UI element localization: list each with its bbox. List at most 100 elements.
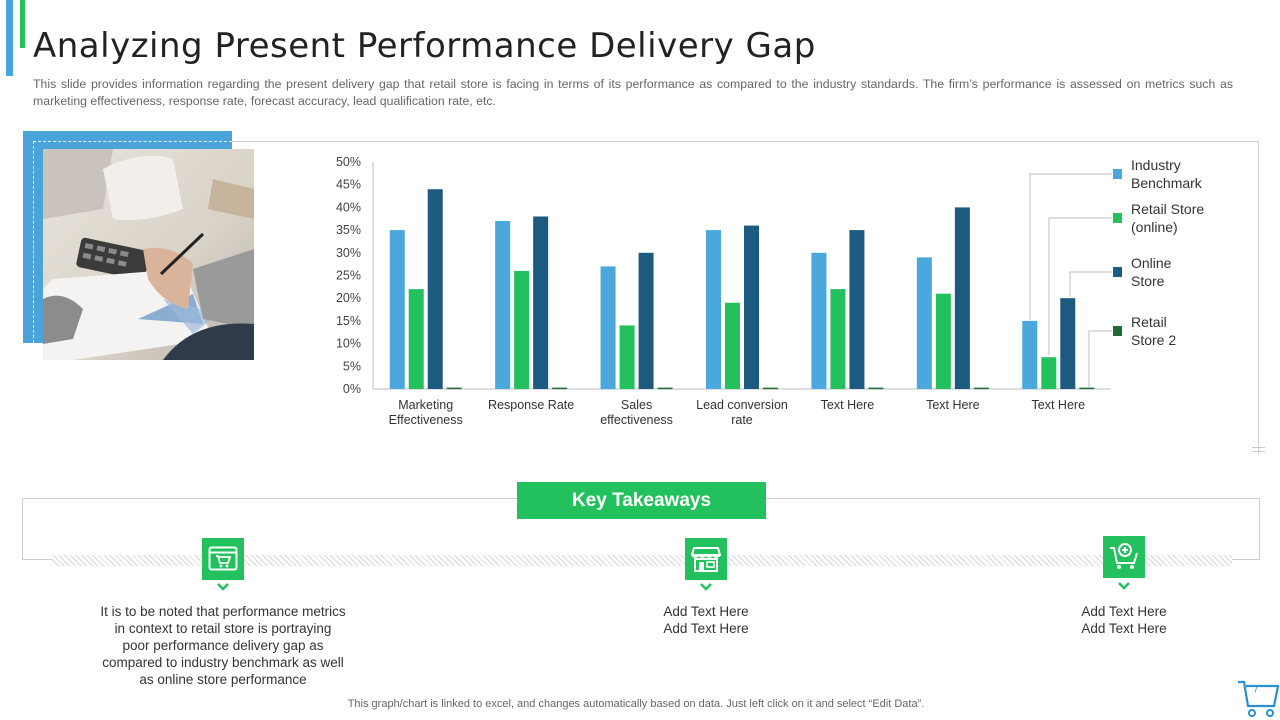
bar bbox=[868, 387, 884, 390]
legend-label: Retail bbox=[1131, 314, 1167, 330]
legend-label: Retail Store bbox=[1131, 201, 1204, 217]
legend-label: Store 2 bbox=[1131, 332, 1176, 348]
bar bbox=[811, 252, 827, 389]
page-number: 7 bbox=[1253, 684, 1259, 695]
x-tick-label: Sales bbox=[621, 398, 652, 412]
x-tick-label: rate bbox=[731, 413, 753, 427]
storefront-icon bbox=[691, 547, 721, 572]
bar bbox=[533, 216, 549, 389]
slide-title[interactable]: Analyzing Present Performance Delivery G… bbox=[33, 26, 816, 66]
takeaway-line: Add Text Here bbox=[1081, 604, 1167, 619]
bar bbox=[916, 257, 932, 389]
takeaway-icon-3[interactable] bbox=[1103, 536, 1145, 578]
photo-dashed-border bbox=[33, 141, 232, 343]
y-tick-label: 15% bbox=[336, 314, 361, 328]
x-tick-label: effectiveness bbox=[600, 413, 673, 427]
takeaway-line: in context to retail store is portraying bbox=[114, 621, 332, 636]
y-tick-label: 20% bbox=[336, 291, 361, 305]
x-tick-label: Text Here bbox=[926, 398, 980, 412]
y-tick-label: 35% bbox=[336, 223, 361, 237]
bar bbox=[638, 252, 654, 389]
bar bbox=[744, 225, 759, 389]
takeaway-line: as online store performance bbox=[139, 672, 307, 687]
x-tick-label: Lead conversion bbox=[696, 398, 788, 412]
bar bbox=[725, 302, 740, 389]
legend-label: Store bbox=[1131, 273, 1165, 289]
takeaway-line: poor performance delivery gap as bbox=[122, 638, 324, 653]
legend-label: Online bbox=[1131, 255, 1172, 271]
key-takeaways-banner[interactable]: Key Takeaways bbox=[517, 482, 766, 519]
x-tick-label: Effectiveness bbox=[389, 413, 463, 427]
takeaways-hatch-band bbox=[52, 555, 1232, 566]
legend-swatch bbox=[1113, 267, 1122, 277]
takeaway-icon-1[interactable] bbox=[202, 538, 244, 580]
legend-leader-line bbox=[1088, 330, 1112, 387]
y-tick-label: 45% bbox=[336, 178, 361, 192]
y-tick-label: 10% bbox=[336, 337, 361, 351]
bar bbox=[408, 289, 424, 389]
title-accent-blue-bar bbox=[6, 0, 13, 76]
takeaway-line: Add Text Here bbox=[663, 621, 749, 636]
legend-label: Industry bbox=[1131, 157, 1181, 173]
takeaway-icon-2[interactable] bbox=[685, 538, 727, 580]
legend-label: (online) bbox=[1131, 219, 1178, 235]
bar bbox=[706, 230, 721, 389]
bar bbox=[1079, 387, 1095, 390]
legend-swatch bbox=[1113, 326, 1122, 336]
frame-tick bbox=[1252, 451, 1265, 452]
bar bbox=[830, 289, 846, 389]
bar bbox=[1022, 320, 1038, 389]
y-tick-label: 50% bbox=[336, 155, 361, 169]
takeaway-line: Add Text Here bbox=[663, 604, 749, 619]
x-tick-label: Text Here bbox=[821, 398, 875, 412]
bar bbox=[763, 387, 778, 390]
frame-tick bbox=[1252, 447, 1265, 448]
bar bbox=[495, 221, 511, 389]
y-tick-label: 30% bbox=[336, 246, 361, 260]
legend-leader-line bbox=[1069, 271, 1112, 297]
bar bbox=[514, 270, 530, 389]
takeaway-line: It is to be noted that performance metri… bbox=[100, 604, 346, 619]
bar bbox=[619, 325, 635, 389]
y-tick-label: 40% bbox=[336, 200, 361, 214]
chevron-down-icon bbox=[700, 583, 712, 591]
takeaway-line: Add Text Here bbox=[1081, 621, 1167, 636]
x-tick-label: Marketing bbox=[398, 398, 453, 412]
bar-chart[interactable]: 0% 5% 10% 15% 20% 25% 30% 35% 40% 45% 50% Marketing… bbox=[320, 150, 1260, 450]
shopping-cart-browser-icon bbox=[208, 546, 238, 571]
takeaway-text-3[interactable]: Add Text Here Add Text Here bbox=[1024, 603, 1224, 637]
legend-leader-line bbox=[1048, 217, 1112, 355]
bar bbox=[849, 230, 865, 389]
takeaway-line: compared to industry benchmark as well bbox=[102, 655, 344, 670]
bar bbox=[973, 387, 989, 390]
y-tick-label: 0% bbox=[343, 382, 361, 396]
legend-swatch bbox=[1113, 213, 1122, 223]
chart-frame bbox=[36, 141, 1259, 454]
y-tick-label: 25% bbox=[336, 269, 361, 283]
cart-page-badge-icon bbox=[1238, 680, 1280, 717]
footer-note: This graph/chart is linked to excel, and… bbox=[347, 698, 925, 710]
x-tick-label: Text Here bbox=[1032, 398, 1086, 412]
bar bbox=[954, 207, 970, 389]
takeaway-text-1[interactable]: It is to be noted that performance metri… bbox=[73, 603, 373, 688]
x-tick-label: Response Rate bbox=[488, 398, 574, 412]
chevron-down-icon bbox=[1118, 582, 1130, 590]
slide-subtitle[interactable]: This slide provides information regardin… bbox=[33, 77, 1233, 108]
legend-swatch bbox=[1113, 169, 1122, 179]
bar bbox=[1041, 357, 1057, 389]
legend-label: Benchmark bbox=[1131, 175, 1203, 191]
takeaway-text-2[interactable]: Add Text Here Add Text Here bbox=[606, 603, 806, 637]
cart-add-icon bbox=[1110, 543, 1138, 569]
bar bbox=[1060, 298, 1076, 389]
key-takeaways-heading: Key Takeaways bbox=[571, 489, 712, 511]
bar bbox=[935, 293, 951, 389]
business-analytics-photo[interactable] bbox=[43, 149, 254, 360]
title-accent-green-bar bbox=[20, 0, 25, 48]
y-tick-label: 5% bbox=[343, 359, 361, 373]
bar bbox=[552, 387, 568, 390]
bar bbox=[446, 387, 462, 390]
bar bbox=[427, 189, 443, 389]
bar bbox=[389, 230, 405, 389]
chevron-down-icon bbox=[217, 583, 229, 591]
bar bbox=[657, 387, 673, 390]
